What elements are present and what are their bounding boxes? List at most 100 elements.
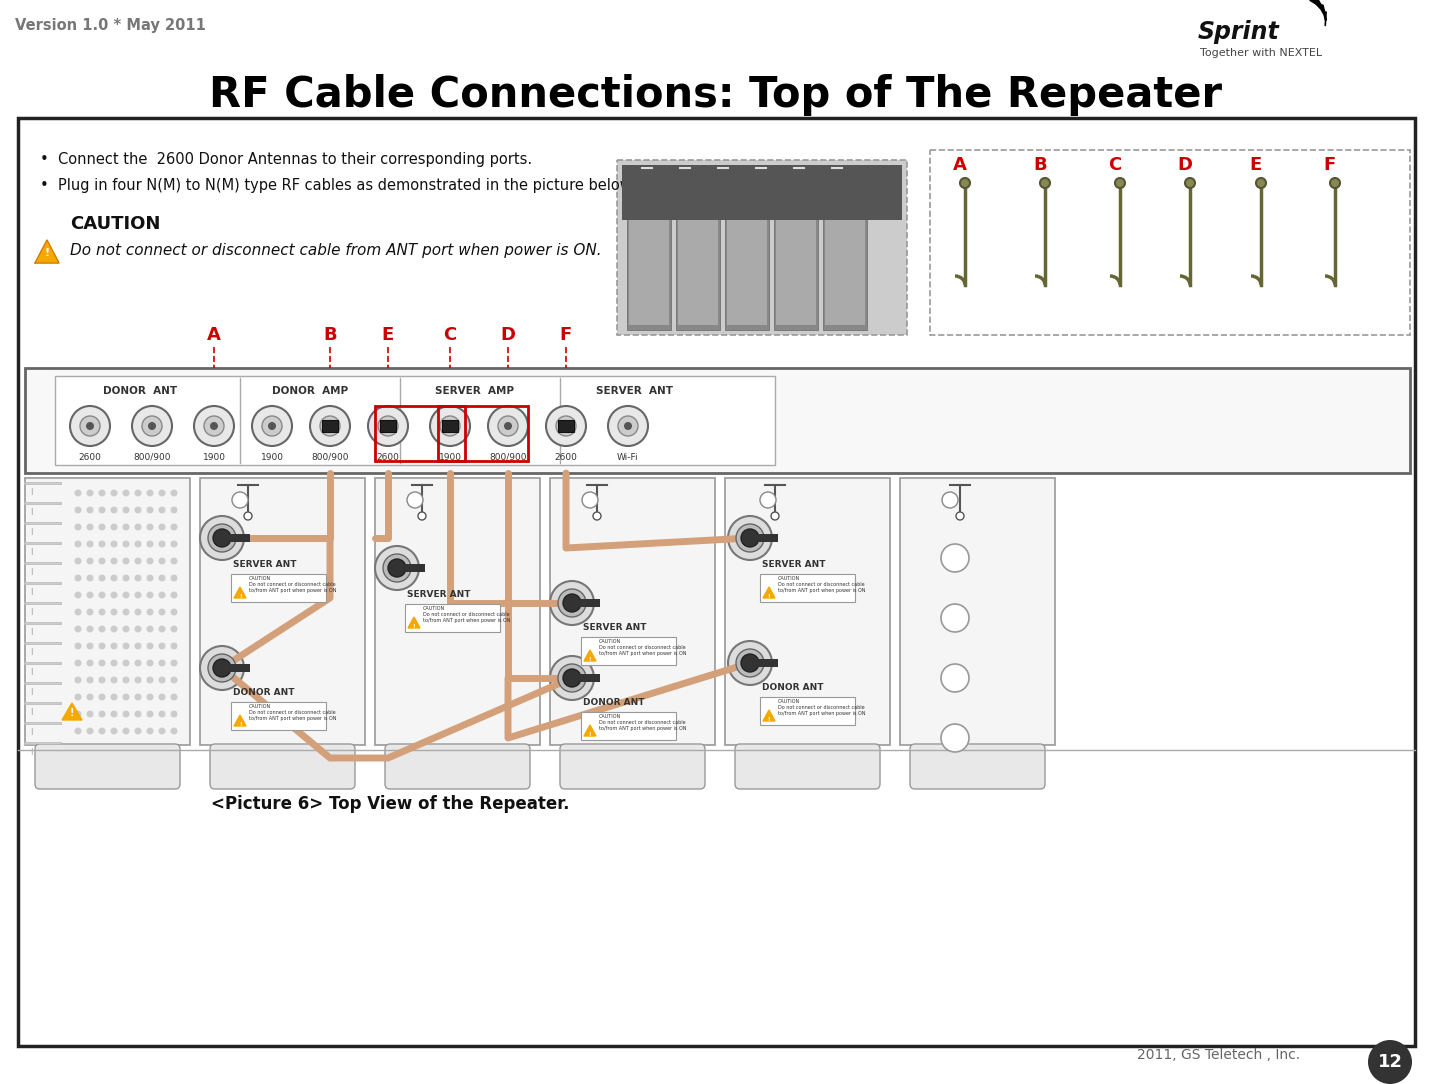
- Circle shape: [440, 416, 460, 436]
- Circle shape: [171, 727, 178, 735]
- Circle shape: [159, 490, 165, 496]
- Circle shape: [99, 659, 106, 667]
- Circle shape: [122, 761, 129, 769]
- Circle shape: [728, 641, 772, 685]
- Text: |: |: [30, 508, 33, 515]
- Circle shape: [122, 506, 129, 514]
- Circle shape: [737, 649, 764, 678]
- Circle shape: [759, 492, 777, 508]
- Bar: [727, 185, 767, 325]
- Bar: [201, 478, 365, 745]
- Circle shape: [75, 490, 82, 496]
- Circle shape: [171, 643, 178, 649]
- Text: B: B: [1033, 156, 1048, 175]
- Circle shape: [99, 710, 106, 718]
- Text: F: F: [560, 326, 572, 344]
- Circle shape: [146, 557, 153, 565]
- Circle shape: [557, 589, 586, 617]
- Text: !: !: [768, 594, 771, 599]
- Bar: [759, 575, 856, 602]
- Text: •  Connect the  2600 Donor Antennas to their corresponding ports.: • Connect the 2600 Donor Antennas to the…: [40, 152, 532, 167]
- Circle shape: [550, 581, 595, 625]
- Text: SERVER ANT: SERVER ANT: [407, 590, 470, 599]
- Circle shape: [593, 512, 600, 520]
- Circle shape: [171, 575, 178, 581]
- Polygon shape: [62, 704, 82, 720]
- Circle shape: [75, 676, 82, 684]
- Circle shape: [384, 422, 393, 430]
- Circle shape: [171, 541, 178, 547]
- FancyBboxPatch shape: [211, 744, 355, 789]
- Circle shape: [1115, 178, 1125, 188]
- Circle shape: [146, 761, 153, 769]
- Text: 1900: 1900: [202, 453, 225, 462]
- Circle shape: [430, 406, 470, 446]
- Text: CAUTION
Do not connect or disconnect cable
to/from ANT port when power is ON: CAUTION Do not connect or disconnect cab…: [778, 576, 866, 593]
- Text: SERVER ANT: SERVER ANT: [234, 560, 297, 569]
- Circle shape: [171, 557, 178, 565]
- Bar: [375, 406, 464, 461]
- Text: |: |: [30, 648, 33, 655]
- Circle shape: [550, 656, 595, 700]
- Circle shape: [1040, 178, 1050, 188]
- Circle shape: [489, 406, 527, 446]
- Circle shape: [960, 178, 970, 188]
- Circle shape: [135, 676, 142, 684]
- Bar: [629, 185, 669, 325]
- Polygon shape: [234, 588, 246, 598]
- Text: A: A: [953, 156, 967, 175]
- Circle shape: [75, 608, 82, 616]
- Circle shape: [135, 643, 142, 649]
- Circle shape: [146, 710, 153, 718]
- Circle shape: [171, 524, 178, 530]
- Circle shape: [582, 492, 598, 508]
- Circle shape: [135, 625, 142, 632]
- Bar: [24, 367, 1410, 473]
- Circle shape: [941, 604, 969, 632]
- Circle shape: [159, 625, 165, 632]
- Circle shape: [159, 676, 165, 684]
- Circle shape: [99, 727, 106, 735]
- Circle shape: [1369, 1040, 1412, 1084]
- Circle shape: [375, 546, 418, 590]
- Circle shape: [99, 541, 106, 547]
- Circle shape: [122, 745, 129, 751]
- Circle shape: [159, 592, 165, 598]
- Circle shape: [146, 575, 153, 581]
- Circle shape: [86, 592, 93, 598]
- Text: |: |: [30, 708, 33, 715]
- Circle shape: [99, 608, 106, 616]
- Text: A: A: [206, 326, 221, 344]
- Text: |: |: [30, 748, 33, 754]
- Circle shape: [142, 416, 162, 436]
- Text: 2011, GS Teletech , Inc.: 2011, GS Teletech , Inc.: [1136, 1048, 1300, 1062]
- Text: |: |: [30, 528, 33, 535]
- Circle shape: [99, 575, 106, 581]
- Circle shape: [135, 727, 142, 735]
- Circle shape: [75, 643, 82, 649]
- Circle shape: [99, 761, 106, 769]
- Circle shape: [135, 659, 142, 667]
- Circle shape: [86, 676, 93, 684]
- Circle shape: [159, 541, 165, 547]
- Circle shape: [941, 664, 969, 692]
- Circle shape: [171, 694, 178, 700]
- Circle shape: [1185, 178, 1195, 188]
- Circle shape: [1330, 178, 1340, 188]
- Circle shape: [446, 422, 454, 430]
- Circle shape: [608, 406, 648, 446]
- Text: B: B: [324, 326, 337, 344]
- Circle shape: [201, 646, 244, 691]
- Text: !: !: [768, 717, 771, 722]
- Circle shape: [146, 592, 153, 598]
- Bar: [557, 420, 575, 433]
- Circle shape: [135, 524, 142, 530]
- Circle shape: [146, 745, 153, 751]
- Circle shape: [75, 524, 82, 530]
- Text: DONOR  AMP: DONOR AMP: [272, 386, 348, 396]
- Circle shape: [122, 625, 129, 632]
- Circle shape: [122, 727, 129, 735]
- Circle shape: [110, 575, 118, 581]
- Text: 2: 2: [77, 753, 86, 766]
- Circle shape: [211, 422, 218, 430]
